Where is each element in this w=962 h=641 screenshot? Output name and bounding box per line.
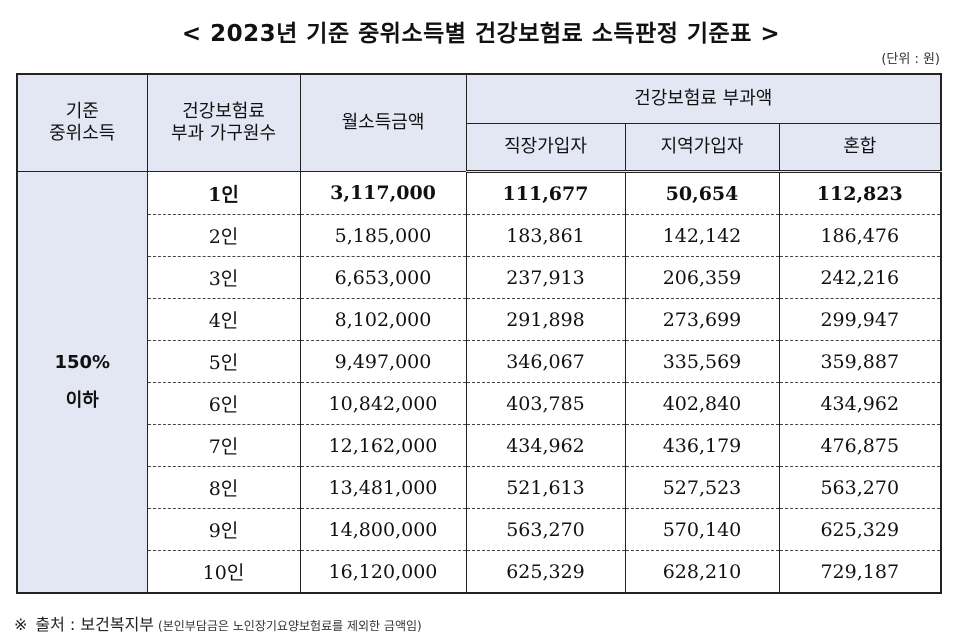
header-monthly-income: 월소득금액 <box>299 73 467 172</box>
cell-workplace: 346,067 <box>465 340 626 383</box>
cell-regional: 335,569 <box>624 340 780 383</box>
cell-workplace: 434,962 <box>465 424 626 467</box>
cell-workplace: 291,898 <box>465 298 626 341</box>
cell-household: 4인 <box>146 298 301 341</box>
table-row: 3인 6,653,000 237,913 206,359 242,216 <box>17 256 942 299</box>
header-premium: 건강보험료 부과액 <box>465 73 942 124</box>
cell-regional: 570,140 <box>624 508 780 551</box>
table-row: 4인 8,102,000 291,898 273,699 299,947 <box>17 298 942 341</box>
cell-regional: 50,654 <box>624 171 780 215</box>
cell-mixed: 434,962 <box>778 382 942 425</box>
table-row: 150% 이하 1인 3,117,000 111,677 50,654 112,823 <box>16 171 942 594</box>
cell-workplace: 111,677 <box>465 171 626 215</box>
table-row: 7인 12,162,000 434,962 436,179 476,875 <box>17 424 942 467</box>
cell-workplace: 237,913 <box>465 256 626 299</box>
cell-income: 12,162,000 <box>299 424 467 467</box>
header-mixed: 혼합 <box>778 123 942 173</box>
cell-regional: 527,523 <box>624 466 780 509</box>
table-row: 6인 10,842,000 403,785 402,840 434,962 <box>17 382 942 425</box>
table-row: 8인 13,481,000 521,613 527,523 563,270 <box>17 466 942 509</box>
cell-mixed: 563,270 <box>778 466 942 509</box>
page-title: < 2023년 기준 중위소득별 건강보험료 소득판정 기준표 > <box>181 21 781 47</box>
cell-income: 16,120,000 <box>299 550 467 594</box>
cell-mixed: 625,329 <box>778 508 942 551</box>
cell-income: 5,185,000 <box>299 214 467 257</box>
header-household: 건강보험료 부과 가구원수 <box>146 73 301 172</box>
cell-household: 6인 <box>146 382 301 425</box>
cell-workplace: 563,270 <box>465 508 626 551</box>
table-body: 150% 이하 1인 3,117,000 111,677 50,654 112,823 2인… <box>16 171 942 594</box>
unit-label: (단위 : 원) <box>881 52 940 67</box>
cell-income: 6,653,000 <box>299 256 467 299</box>
cell-workplace: 403,785 <box>465 382 626 425</box>
cell-household: 1인 <box>146 171 301 215</box>
header-regional: 지역가입자 <box>624 123 780 173</box>
footnote-source: 출처 : 보건복지부 <box>35 615 155 634</box>
cell-household: 7인 <box>146 424 301 467</box>
cell-income: 9,497,000 <box>299 340 467 383</box>
cell-income: 14,800,000 <box>299 508 467 551</box>
table-row: 9인 14,800,000 563,270 570,140 625,329 <box>17 508 942 551</box>
header-workplace: 직장가입자 <box>465 123 626 173</box>
cell-household: 9인 <box>146 508 301 551</box>
cell-regional: 206,359 <box>624 256 780 299</box>
table-row: 2인 5,185,000 183,861 142,142 186,476 <box>17 214 942 257</box>
cell-household: 8인 <box>146 466 301 509</box>
group-label: 150% 이하 <box>16 171 148 594</box>
cell-mixed: 476,875 <box>778 424 942 467</box>
cell-household: 3인 <box>146 256 301 299</box>
cell-mixed: 186,476 <box>778 214 942 257</box>
cell-mixed: 729,187 <box>778 550 942 594</box>
cell-regional: 273,699 <box>624 298 780 341</box>
cell-income: 3,117,000 <box>299 171 467 215</box>
cell-workplace: 183,861 <box>465 214 626 257</box>
cell-household: 5인 <box>146 340 301 383</box>
cell-regional: 142,142 <box>624 214 780 257</box>
cell-regional: 402,840 <box>624 382 780 425</box>
cell-mixed: 112,823 <box>778 171 942 215</box>
table-row: 5인 9,497,000 346,067 335,569 359,887 <box>17 340 942 383</box>
cell-household: 2인 <box>146 214 301 257</box>
cell-regional: 628,210 <box>624 550 780 594</box>
cell-mixed: 359,887 <box>778 340 942 383</box>
cell-income: 13,481,000 <box>299 466 467 509</box>
cell-workplace: 521,613 <box>465 466 626 509</box>
cell-workplace: 625,329 <box>465 550 626 594</box>
cell-income: 8,102,000 <box>299 298 467 341</box>
income-premium-table: 기준 중위소득 건강보험료 부과 가구원수 월소득금액 건강보험료 부과액 직장… <box>16 73 943 594</box>
cell-regional: 436,179 <box>624 424 780 467</box>
table-row: 10인 16,120,000 625,329 628,210 729,187 <box>17 550 942 594</box>
cell-mixed: 242,216 <box>778 256 942 299</box>
cell-mixed: 299,947 <box>778 298 942 341</box>
cell-household: 10인 <box>146 550 301 594</box>
cell-income: 10,842,000 <box>299 382 467 425</box>
header-median-income: 기준 중위소득 <box>16 73 148 172</box>
footnote-mark: ※ <box>14 615 28 634</box>
footnote-note: (본인부담금은 노인장기요양보험료를 제외한 금액임) <box>158 619 422 633</box>
footnote: ※ 출처 : 보건복지부 (본인부담금은 노인장기요양보험료를 제외한 금액임) <box>14 611 422 635</box>
